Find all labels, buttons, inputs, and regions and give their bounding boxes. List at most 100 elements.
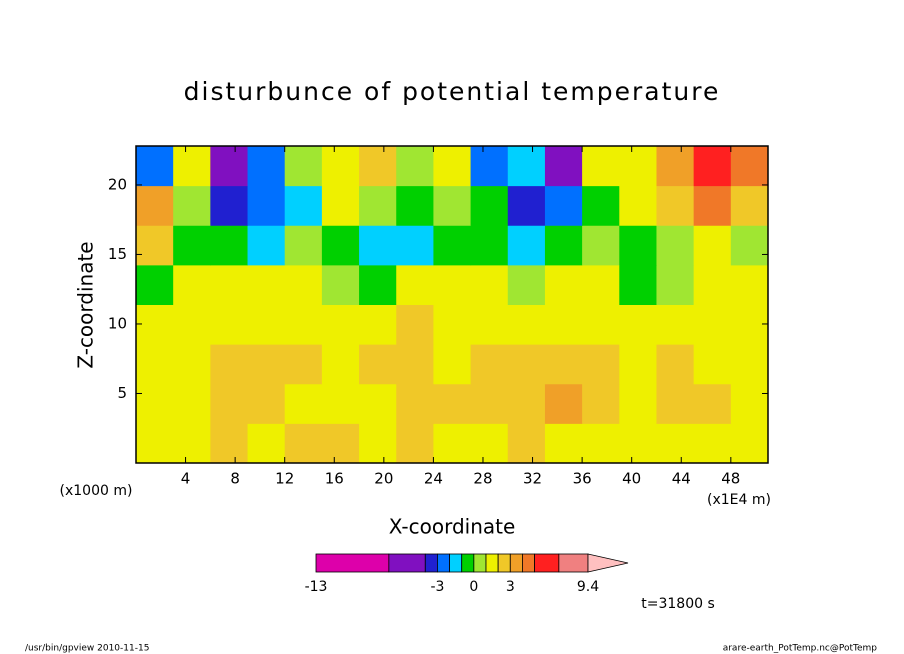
y-tick-label: 10 <box>108 314 127 332</box>
field-cell <box>693 383 732 424</box>
field-cell <box>321 423 360 464</box>
field-cell <box>656 344 695 385</box>
field-cell <box>470 225 509 266</box>
x-tick-label: 4 <box>181 470 191 488</box>
colorbar-box <box>558 553 589 573</box>
field-cell <box>433 383 472 424</box>
field-cell <box>433 185 472 226</box>
field-cell <box>321 383 360 424</box>
field-cell <box>544 146 583 187</box>
y-axis-label: Z-coordinate <box>74 241 98 368</box>
field-cell <box>396 423 434 464</box>
field-cell <box>656 264 695 305</box>
x-tick-label: 24 <box>424 470 443 488</box>
field-cell <box>507 225 546 266</box>
field-cell <box>619 146 657 187</box>
field-cell <box>136 383 174 424</box>
field-cell <box>656 383 695 424</box>
field-cell <box>136 146 174 187</box>
field-cell <box>396 146 434 187</box>
field-cell <box>507 146 546 187</box>
field-cell <box>433 304 472 345</box>
field-cell <box>247 304 286 345</box>
field-cell <box>656 423 695 464</box>
y-unit: (x1000 m) <box>60 483 133 499</box>
field-cell <box>730 304 769 345</box>
colorbar-box <box>424 553 438 573</box>
field-cell <box>433 146 472 187</box>
colorbar-label: 9.4 <box>577 579 599 595</box>
field-cell <box>321 185 360 226</box>
field-cell <box>619 185 657 226</box>
colorbar-box <box>509 553 523 573</box>
field-cell <box>359 383 397 424</box>
field-cell <box>656 146 695 187</box>
field-cell <box>470 423 509 464</box>
field-cell <box>582 344 620 385</box>
field-cell <box>210 146 249 187</box>
colorbar-label: 3 <box>506 579 515 595</box>
field-cell <box>247 146 286 187</box>
field-cell <box>210 304 249 345</box>
field-cell <box>359 146 397 187</box>
field-cell <box>693 225 732 266</box>
field-cell <box>507 423 546 464</box>
colorbar-box <box>449 553 463 573</box>
field-cell <box>284 423 323 464</box>
colorbar-box <box>461 553 475 573</box>
colorbar-box <box>485 553 499 573</box>
field-cell <box>582 225 620 266</box>
field-cell <box>136 225 174 266</box>
field-cell <box>730 225 769 266</box>
field-cell <box>693 344 732 385</box>
field-cell <box>730 344 769 385</box>
field-cell <box>173 304 211 345</box>
field-cell <box>693 146 732 187</box>
field-cell <box>284 344 323 385</box>
field-cell <box>173 264 211 305</box>
field-cell <box>396 344 434 385</box>
field-cell <box>284 264 323 305</box>
field-cell <box>210 344 249 385</box>
plot-frame <box>135 145 769 464</box>
x-tick-label: 32 <box>523 470 542 488</box>
field-cell <box>359 423 397 464</box>
field-cell <box>582 146 620 187</box>
colorbar-box <box>315 553 390 573</box>
field-cell <box>507 264 546 305</box>
field-cell <box>396 264 434 305</box>
y-tick-label: 20 <box>108 175 127 193</box>
x-tick-label: 36 <box>573 470 592 488</box>
footer-right: arare-earth_PotTemp.nc@PotTemp <box>723 644 878 654</box>
field-cell <box>582 304 620 345</box>
field-cell <box>173 225 211 266</box>
field-cell <box>284 185 323 226</box>
field-cell <box>173 383 211 424</box>
field-cell <box>544 264 583 305</box>
field-cell <box>433 423 472 464</box>
time-label: t=31800 s <box>641 596 715 612</box>
footer-left: /usr/bin/gpview 2010-11-15 <box>25 644 149 654</box>
x-unit: (x1E4 m) <box>707 492 771 508</box>
field-cell <box>247 185 286 226</box>
field-cell <box>730 423 769 464</box>
field-cell <box>210 383 249 424</box>
field-cell <box>321 304 360 345</box>
field-cell <box>359 264 397 305</box>
field-cell <box>656 185 695 226</box>
y-tick-label: 15 <box>108 245 127 263</box>
field-cell <box>247 383 286 424</box>
field-cell <box>470 344 509 385</box>
x-tick-label: 44 <box>672 470 691 488</box>
field-cell <box>284 304 323 345</box>
field-cell <box>321 225 360 266</box>
field-cell <box>396 225 434 266</box>
field-cell <box>544 383 583 424</box>
field-cell <box>173 185 211 226</box>
field-cell <box>656 225 695 266</box>
field-cell <box>693 304 732 345</box>
chart-title: disturbunce of potential temperature <box>184 77 721 106</box>
x-tick-label: 20 <box>374 470 393 488</box>
colorbar-box <box>497 553 511 573</box>
field-cell <box>544 344 583 385</box>
